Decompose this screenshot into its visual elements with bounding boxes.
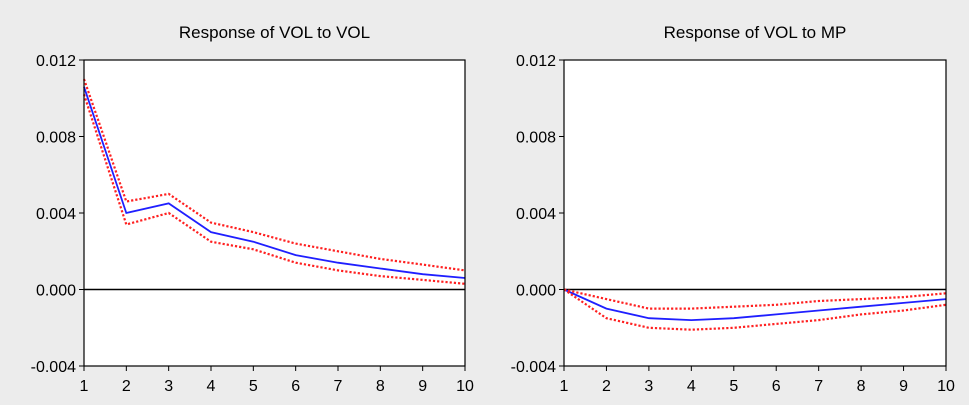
x-tick-label: 1 [80, 378, 89, 395]
y-tick-label: -0.004 [31, 359, 76, 376]
x-tick-label: 10 [937, 378, 955, 395]
series-line-response [563, 288, 947, 322]
x-tick-label: 6 [772, 378, 781, 395]
x-tick-label: 4 [207, 378, 216, 395]
x-tick-label: 3 [644, 378, 653, 395]
x-tick-label: 3 [164, 378, 173, 395]
y-tick-label: -0.004 [511, 359, 556, 376]
y-tick-label: 0.008 [516, 130, 556, 147]
series-line-lower [563, 288, 947, 331]
y-tick-label: 0.012 [36, 53, 76, 70]
x-tick-label: 6 [291, 378, 300, 395]
y-tick-label: 0.008 [36, 130, 76, 147]
x-tick-label: 8 [857, 378, 866, 395]
chart-panel-2: Response of VOL to MP 0.012 0.008 0.004 0.00… [511, 23, 955, 395]
x-tick-label: 2 [602, 378, 611, 395]
y-tick-label: 0.004 [516, 206, 556, 223]
x-tick-label: 9 [418, 378, 427, 395]
plot-area [564, 60, 946, 366]
series-line-lower [82, 94, 466, 285]
x-tick-label: 7 [814, 378, 823, 395]
x-tick-label: 5 [249, 378, 258, 395]
y-tick-label: 0.000 [36, 283, 76, 300]
plot-area [84, 60, 465, 366]
chart-panel-1: Response of VOL to VOL 0.012 0.008 0.004 0.0… [31, 23, 474, 395]
y-tick-label: 0.000 [516, 283, 556, 300]
series-line-upper [563, 288, 947, 310]
x-tick-label: 7 [334, 378, 343, 395]
x-tick-label: 8 [376, 378, 385, 395]
chart-title: Response of VOL to VOL [179, 23, 370, 42]
chart-title: Response of VOL to MP [664, 23, 847, 42]
x-tick-label: 1 [560, 378, 569, 395]
y-tick-label: 0.012 [516, 53, 556, 70]
x-tick-label: 5 [729, 378, 738, 395]
x-tick-label: 4 [687, 378, 696, 395]
x-tick-label: 2 [122, 378, 131, 395]
y-tick-label: 0.004 [36, 206, 76, 223]
x-tick-label: 9 [899, 378, 908, 395]
x-tick-label: 10 [456, 378, 474, 395]
series-line-response [83, 86, 466, 279]
